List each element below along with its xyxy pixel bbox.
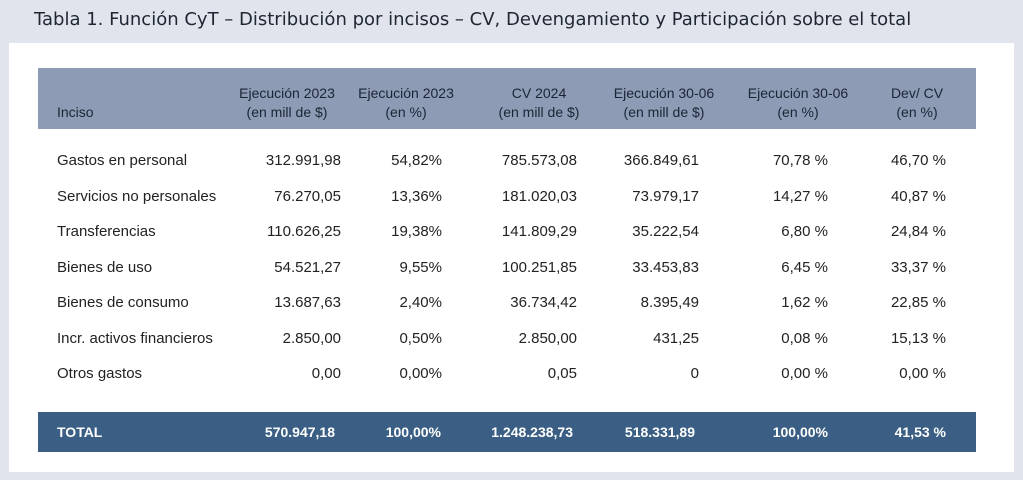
table-row: Bienes de consumo 13.687,63 2,40% 36.734,42…: [38, 285, 976, 320]
cell-dev-cv: 24,84 %: [890, 223, 946, 240]
cell-ejecucion-3006-pct: 6,80 %: [781, 223, 828, 240]
cell-cv-2024: 0,05: [547, 365, 577, 382]
header-dev-cv: Dev/ CV (en %): [890, 85, 944, 120]
table-title: Tabla 1. Función CyT – Distribución por …: [34, 9, 912, 30]
cell-cv-2024: 36.734,42: [510, 294, 577, 311]
cell-inciso: Incr. activos financieros: [57, 329, 213, 347]
cell-ejecucion-3006-pct: 0,08 %: [781, 329, 828, 347]
cell-cv-2024: 785.573,08: [501, 152, 577, 169]
cell-ejecucion-2023-mill: 2.850,00: [282, 329, 341, 347]
table-header: Inciso Ejecución 2023 (en mill de $) Eje…: [38, 68, 976, 129]
cell-cv-2024: 100.251,85: [501, 258, 577, 276]
cell-ejecucion-2023-mill: 0,00: [311, 365, 341, 382]
cell-dev-cv: 40,87 %: [890, 187, 946, 205]
cell-ejecucion-2023-mill: 110.626,25: [267, 223, 341, 240]
table-row: Gastos en personal 312.991,98 54,82% 785.57…: [38, 143, 976, 178]
cell-dev-cv: 46,70 %: [890, 152, 946, 169]
cell-ejecucion-3006-mill: 35.222,54: [632, 223, 699, 240]
total-ejecucion-2023-mill: 570.947,18: [264, 424, 335, 440]
cell-cv-2024: 181.020,03: [501, 187, 577, 205]
cell-ejecucion-2023-pct: 54,82%: [391, 152, 442, 169]
cell-ejecucion-2023-pct: 2,40%: [399, 294, 442, 311]
cell-ejecucion-3006-mill: 0: [690, 365, 699, 382]
table-row: Servicios no personales 76.270,05 13,36% 18…: [38, 179, 976, 214]
cell-ejecucion-3006-pct: 0,00 %: [781, 365, 828, 382]
cell-ejecucion-2023-pct: 19,38%: [391, 223, 442, 240]
table-row: Transferencias 110.626,25 19,38% 141.809,29…: [38, 214, 976, 249]
total-ejecucion-3006-pct: 100,00%: [772, 424, 828, 440]
cell-dev-cv: 15,13 %: [890, 329, 946, 347]
cell-ejecucion-2023-mill: 54.521,27: [274, 258, 341, 276]
total-ejecucion-3006-mill: 518.331,89: [624, 424, 695, 440]
cell-inciso: Bienes de uso: [57, 258, 153, 276]
cell-dev-cv: 22,85 %: [890, 294, 946, 311]
cell-inciso: Servicios no personales: [57, 187, 217, 205]
table-row: Bienes de uso 54.521,27 9,55% 100.251,85 33.…: [38, 250, 976, 285]
cell-ejecucion-3006-mill: 431,25: [653, 329, 699, 347]
cell-ejecucion-3006-mill: 8.395,49: [640, 294, 699, 311]
cell-ejecucion-2023-mill: 76.270,05: [274, 187, 341, 205]
total-row: TOTAL 570.947,18 100,00% 1.248.238,73 51…: [38, 412, 976, 452]
cell-ejecucion-2023-mill: 312.991,98: [265, 152, 341, 169]
cell-ejecucion-3006-pct: 14,27 %: [772, 187, 828, 205]
cell-ejecucion-3006-mill: 73.979,17: [632, 187, 699, 205]
cell-ejecucion-2023-pct: 0,00%: [399, 365, 442, 382]
cell-ejecucion-3006-pct: 1,62 %: [781, 294, 828, 311]
header-ejecucion-2023-mill: Ejecución 2023 (en mill de $): [239, 85, 335, 120]
cell-ejecucion-2023-mill: 13.687,63: [274, 294, 341, 311]
cell-ejecucion-3006-pct: 70,78 %: [772, 152, 828, 169]
total-ejecucion-2023-pct: 100,00%: [385, 424, 441, 440]
cell-cv-2024: 2.850,00: [518, 329, 577, 347]
cell-dev-cv: 0,00 %: [899, 365, 946, 382]
cell-inciso: Transferencias: [57, 223, 156, 240]
header-ejecucion-2023-pct: Ejecución 2023 (en %): [358, 85, 454, 120]
cell-ejecucion-2023-pct: 13,36%: [391, 187, 442, 205]
header-cv-2024: CV 2024 (en mill de $): [498, 85, 580, 120]
total-cv-2024: 1.248.238,73: [491, 424, 573, 440]
table-row: Otros gastos 0,00 0,00% 0,05 0 0,00 % 0,00 %: [38, 356, 976, 391]
total-dev-cv: 41,53 %: [894, 424, 946, 440]
cell-ejecucion-3006-mill: 366.849,61: [623, 152, 699, 169]
header-ejecucion-3006-pct: Ejecución 30-06 (en %): [747, 85, 849, 120]
cell-ejecucion-3006-mill: 33.453,83: [632, 258, 699, 276]
header-ejecucion-3006-mill: Ejecución 30-06 (en mill de $): [613, 85, 715, 120]
table-row: Incr. activos financieros 2.850,00 0,50% 2.…: [38, 321, 976, 356]
header-inciso: Inciso: [57, 104, 94, 120]
total-label: TOTAL: [57, 424, 103, 440]
cell-dev-cv: 33,37 %: [890, 258, 946, 276]
cell-ejecucion-3006-pct: 6,45 %: [781, 258, 828, 276]
cell-ejecucion-2023-pct: 9,55%: [399, 258, 442, 276]
cell-ejecucion-2023-pct: 0,50%: [399, 329, 442, 347]
cell-inciso: Otros gastos: [57, 365, 143, 382]
cell-cv-2024: 141.809,29: [501, 223, 577, 240]
cell-inciso: Gastos en personal: [57, 152, 188, 169]
cell-inciso: Bienes de consumo: [57, 294, 189, 311]
